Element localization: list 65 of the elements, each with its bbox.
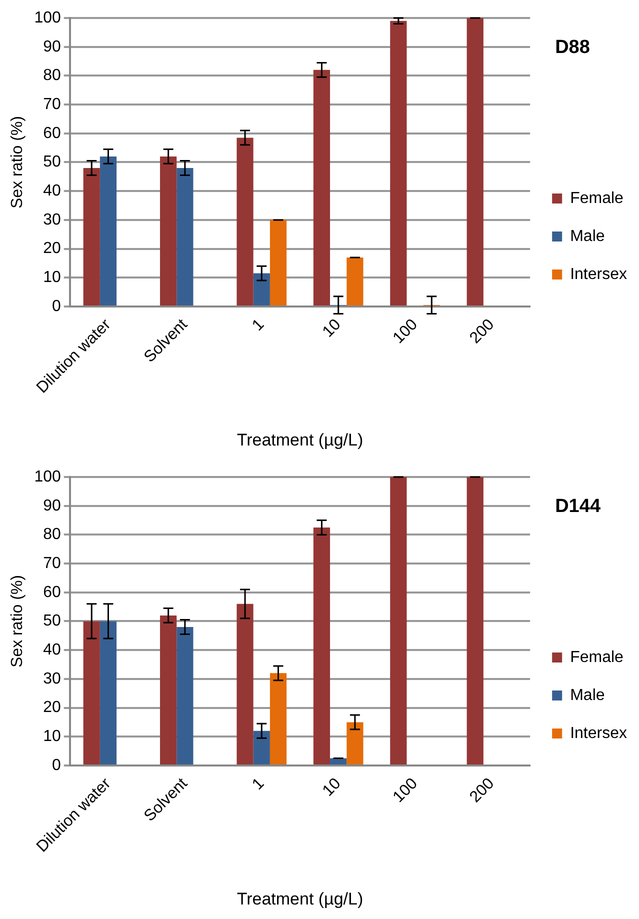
x-tick-label: 200 (466, 775, 498, 806)
y-axis-title: Sex ratio (%) (9, 575, 26, 668)
y-tick-label: 90 (43, 497, 61, 514)
bar (83, 168, 100, 306)
legend-label: Intersex (570, 266, 628, 283)
y-tick-label: 70 (43, 554, 61, 572)
x-axis-title: Treatment (µg/L) (236, 430, 364, 450)
y-tick-label: 50 (43, 154, 61, 171)
y-tick-label: 0 (52, 756, 61, 774)
bar (236, 604, 254, 764)
legend-label: Female (570, 190, 624, 207)
bar (346, 722, 364, 764)
y-tick-label: 10 (43, 269, 61, 286)
bar (390, 477, 407, 764)
x-tick-label: 100 (390, 316, 422, 348)
bar (160, 615, 177, 764)
legend-label: Intersex (570, 724, 628, 742)
y-tick-label: 20 (43, 240, 61, 258)
bar (176, 168, 194, 306)
y-tick-label: 100 (34, 468, 61, 486)
bar (270, 673, 287, 764)
y-tick-label: 30 (43, 211, 61, 228)
x-axis-title: Treatment (µg/L) (236, 889, 364, 908)
bar (253, 730, 270, 764)
bar (270, 220, 287, 306)
bar (346, 257, 364, 306)
x-tick-label: 100 (390, 775, 422, 806)
y-tick-label: 100 (34, 9, 61, 26)
y-tick-label: 20 (43, 699, 61, 716)
x-tick-label: 10 (320, 316, 344, 341)
y-tick-label: 80 (43, 526, 61, 544)
x-tick-label: 1 (249, 775, 268, 794)
bar (313, 70, 330, 306)
x-tick-label: 1 (249, 316, 268, 335)
bar (466, 18, 484, 306)
y-tick-label: 80 (43, 67, 61, 84)
bar (160, 156, 177, 306)
bar (466, 477, 484, 764)
y-tick-label: 60 (43, 124, 61, 142)
y-tick-label: 30 (43, 670, 61, 688)
bar (253, 273, 270, 306)
y-tick-label: 70 (43, 96, 61, 113)
y-axis-title: Sex ratio (%) (9, 116, 26, 208)
y-tick-label: 90 (43, 38, 61, 56)
y-tick-label: 60 (43, 584, 61, 601)
bar (100, 156, 117, 306)
bar (100, 621, 117, 764)
y-tick-label: 0 (52, 298, 61, 315)
bar (313, 527, 330, 764)
text: D144 (555, 496, 601, 518)
bar (330, 758, 347, 764)
bar (176, 627, 194, 764)
text: D88 (555, 37, 590, 58)
bar (83, 621, 100, 764)
y-tick-label: 40 (43, 182, 61, 200)
legend-label: Male (570, 228, 605, 245)
x-tick-label: 10 (320, 775, 344, 800)
legend-label: Female (570, 648, 624, 666)
legend-label: Male (570, 686, 605, 704)
bar (236, 138, 254, 306)
y-tick-label: 10 (43, 728, 61, 746)
x-tick-label: 200 (466, 316, 498, 348)
y-tick-label: 40 (43, 641, 61, 658)
bar (390, 20, 407, 306)
y-tick-label: 50 (43, 612, 61, 630)
